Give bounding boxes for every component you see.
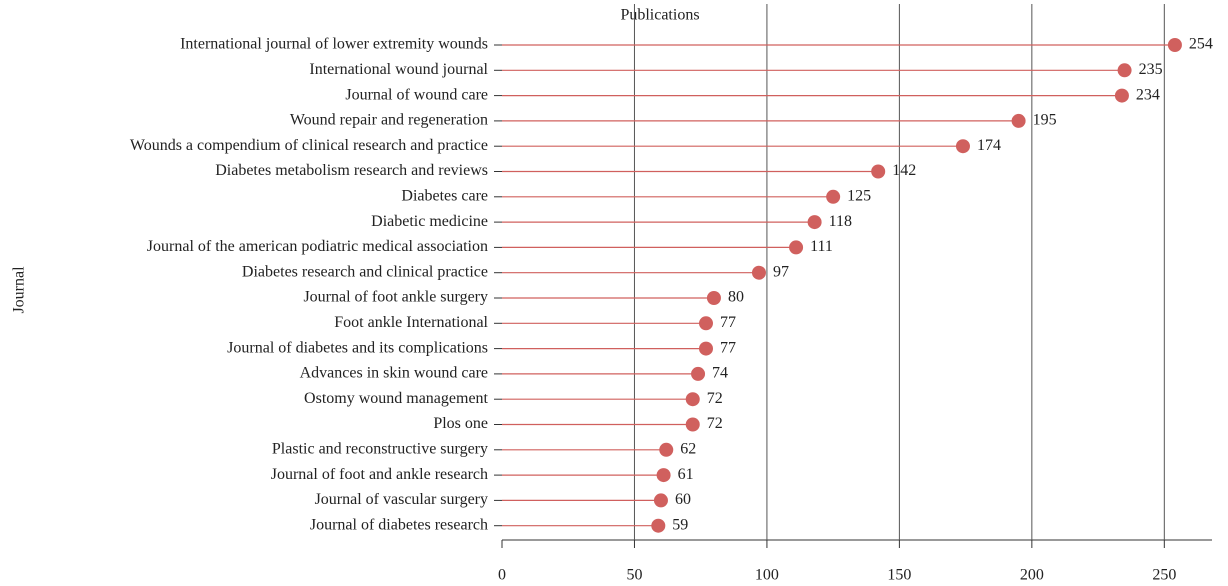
dot bbox=[1011, 113, 1026, 128]
value-label: 195 bbox=[1033, 112, 1057, 129]
value-label: 118 bbox=[829, 213, 852, 230]
dot bbox=[871, 164, 886, 179]
y-tick-label: Journal of wound care bbox=[345, 86, 488, 103]
y-tick-label: Journal of diabetes and its complication… bbox=[227, 339, 488, 356]
dot bbox=[1167, 38, 1182, 52]
y-tick-label: International wound journal bbox=[309, 61, 488, 78]
dot bbox=[685, 417, 700, 432]
y-tick-label: Foot ankle International bbox=[334, 314, 488, 331]
value-label: 74 bbox=[712, 365, 728, 382]
dot bbox=[691, 366, 706, 381]
y-tick-label: Advances in skin wound care bbox=[300, 365, 488, 382]
y-tick-label: Journal of diabetes research bbox=[310, 516, 488, 533]
value-label: 72 bbox=[707, 415, 723, 432]
y-tick-label: Wounds a compendium of clinical research… bbox=[130, 137, 488, 154]
dot bbox=[659, 442, 674, 457]
dot bbox=[826, 189, 841, 204]
value-label: 77 bbox=[720, 314, 736, 331]
dot bbox=[653, 493, 668, 508]
dot bbox=[807, 215, 822, 230]
y-tick-label: Diabetes metabolism research and reviews bbox=[215, 162, 488, 179]
value-label: 142 bbox=[892, 162, 916, 179]
x-tick-label: 0 bbox=[498, 567, 506, 584]
dot bbox=[751, 265, 766, 280]
x-tick-label: 100 bbox=[755, 567, 779, 584]
dot bbox=[789, 240, 804, 255]
y-tick-label: Diabetes care bbox=[401, 187, 488, 204]
y-tick-label: Journal of vascular surgery bbox=[315, 491, 488, 508]
dot bbox=[651, 518, 666, 533]
y-tick-label: Wound repair and regeneration bbox=[290, 112, 488, 129]
y-tick-label: Plos one bbox=[433, 415, 488, 432]
value-label: 111 bbox=[810, 238, 833, 255]
y-tick-label: Journal of foot and ankle research bbox=[271, 466, 488, 483]
dot bbox=[1117, 63, 1132, 78]
dot bbox=[698, 341, 713, 356]
value-label: 72 bbox=[707, 390, 723, 407]
value-label: 97 bbox=[773, 263, 789, 280]
dot bbox=[706, 291, 721, 305]
value-label: 60 bbox=[675, 491, 691, 508]
value-label: 125 bbox=[847, 187, 871, 204]
y-tick-label: International journal of lower extremity… bbox=[180, 36, 488, 53]
dot bbox=[685, 392, 700, 407]
value-label: 59 bbox=[672, 516, 688, 533]
dot bbox=[698, 316, 713, 331]
value-label: 77 bbox=[720, 339, 736, 356]
dot bbox=[656, 468, 671, 483]
value-label: 61 bbox=[678, 466, 694, 483]
y-tick-label: Ostomy wound management bbox=[304, 390, 489, 407]
value-label: 174 bbox=[977, 137, 1001, 154]
y-tick-label: Diabetes research and clinical practice bbox=[242, 263, 488, 280]
value-label: 235 bbox=[1139, 61, 1163, 78]
x-tick-label: 250 bbox=[1152, 567, 1176, 584]
value-label: 80 bbox=[728, 289, 744, 306]
x-axis-label: Publications bbox=[620, 7, 699, 24]
x-tick-label: 200 bbox=[1020, 567, 1044, 584]
y-axis-label: Journal bbox=[11, 266, 28, 314]
y-tick-label: Diabetic medicine bbox=[371, 213, 488, 230]
y-tick-label: Journal of foot ankle surgery bbox=[303, 289, 488, 306]
dot bbox=[1114, 88, 1129, 103]
x-tick-label: 150 bbox=[887, 567, 911, 584]
y-tick-label: Plastic and reconstructive surgery bbox=[272, 440, 488, 457]
dot bbox=[955, 139, 970, 154]
value-label: 234 bbox=[1136, 86, 1160, 103]
value-label: 254 bbox=[1189, 36, 1213, 53]
value-label: 62 bbox=[680, 440, 696, 457]
x-tick-label: 50 bbox=[626, 567, 642, 584]
y-tick-label: Journal of the american podiatric medica… bbox=[147, 238, 488, 255]
